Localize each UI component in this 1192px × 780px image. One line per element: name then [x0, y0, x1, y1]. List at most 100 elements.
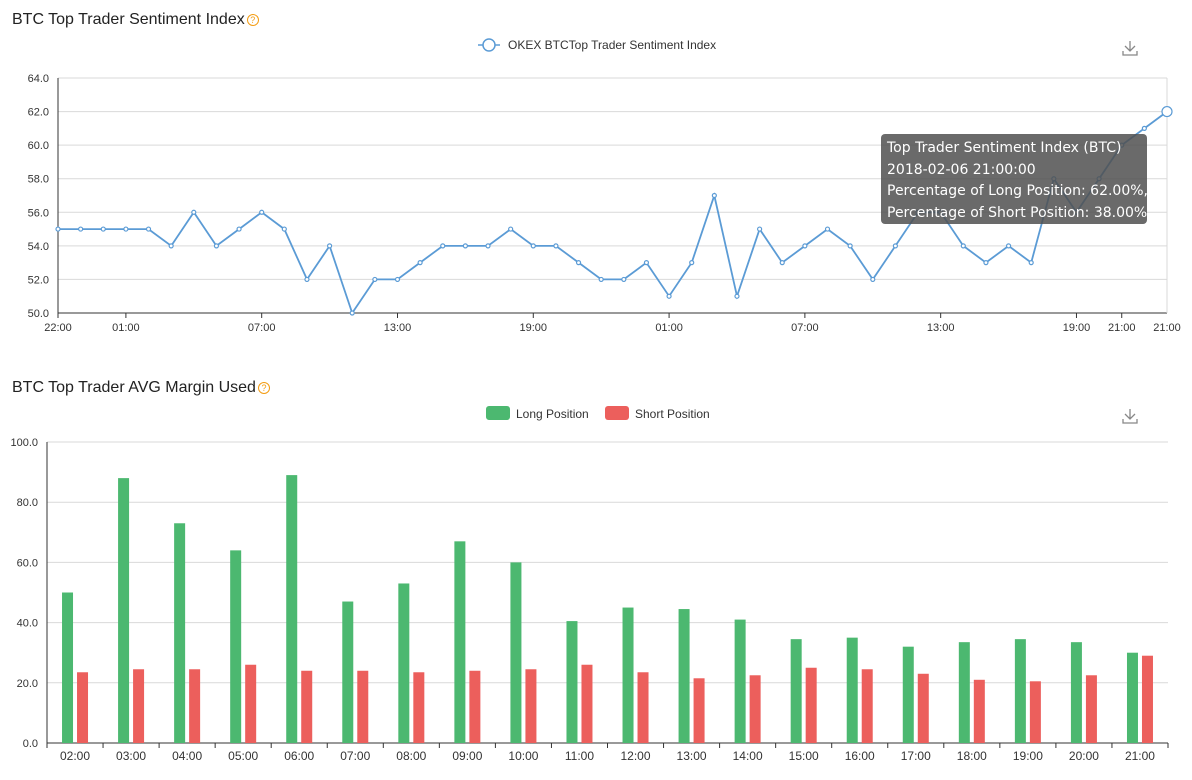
long-position-bar	[678, 609, 690, 743]
data-point	[326, 243, 333, 249]
data-point	[960, 243, 966, 249]
long-position-bar	[566, 621, 578, 743]
data-point	[100, 226, 106, 232]
legend[interactable]: Long Position Short Position	[486, 406, 710, 421]
short-position-bar	[525, 669, 537, 743]
chart-tooltip: Top Trader Sentiment Index (BTC) 2018-02…	[881, 134, 1148, 224]
data-point	[734, 293, 740, 299]
data-point	[892, 243, 899, 249]
x-tick-label: 16:00	[845, 749, 875, 763]
data-point	[530, 243, 536, 249]
short-position-bar	[693, 678, 705, 743]
y-tick-label: 100.0	[10, 437, 38, 449]
data-point	[55, 226, 61, 232]
data-point	[711, 192, 717, 199]
margin-title-text: BTC Top Trader AVG Margin Used	[12, 379, 256, 396]
y-tick-label: 40.0	[17, 618, 38, 630]
data-point	[462, 243, 468, 249]
x-tick-label: 04:00	[172, 749, 202, 763]
x-tick-label: 14:00	[733, 749, 763, 763]
data-point	[1141, 125, 1147, 131]
margin-bar-chart: Long Position Short Position 0.0 20.0 40.0 60…	[10, 406, 1169, 763]
download-icon[interactable]	[1122, 408, 1138, 424]
legend[interactable]: OKEX BTCTop Trader Sentiment Index	[478, 38, 716, 52]
long-position-bar	[174, 523, 186, 743]
x-tick-label: 02:00	[60, 749, 90, 763]
short-position-bar	[245, 664, 257, 743]
x-tick-label: 09:00	[452, 749, 482, 763]
short-position-bar	[861, 669, 873, 743]
short-position-bar	[133, 669, 145, 743]
long-position-bar	[958, 642, 970, 743]
short-position-bar	[1141, 655, 1153, 743]
short-position-bar	[973, 679, 985, 743]
sentiment-chart-title: BTC Top Trader Sentiment Index ?	[12, 11, 259, 29]
help-icon[interactable]: ?	[257, 382, 270, 394]
x-tick-label: 21:00	[1108, 322, 1136, 334]
long-position-bar	[622, 607, 634, 743]
data-point	[508, 226, 514, 232]
short-position-bar	[301, 670, 313, 743]
long-position-bar	[1126, 652, 1138, 743]
y-tick-label: 50.0	[28, 308, 49, 320]
legend-swatch	[605, 406, 629, 420]
data-point	[440, 243, 446, 249]
data-point	[824, 226, 831, 232]
x-tick-label: 19:00	[1013, 749, 1043, 763]
data-point	[372, 276, 378, 283]
x-tick-label: 21:00	[1125, 749, 1155, 763]
data-point	[349, 310, 355, 316]
x-tick-label: 13:00	[677, 749, 707, 763]
short-position-bar	[469, 670, 481, 743]
x-tick-label: 07:00	[791, 322, 819, 334]
data-point	[666, 293, 672, 299]
x-tick-label: 06:00	[284, 749, 314, 763]
legend-label: Long Position	[516, 407, 589, 421]
long-position-bar	[230, 550, 242, 743]
long-position-bar	[342, 601, 354, 743]
y-tick-label: 64.0	[28, 73, 49, 85]
sentiment-line-chart: OKEX BTCTop Trader Sentiment Index 50.0 52…	[28, 38, 1181, 334]
data-point	[689, 260, 695, 266]
x-tick-label: 17:00	[901, 749, 931, 763]
data-point	[553, 243, 559, 249]
x-tick-label: 15:00	[789, 749, 819, 763]
short-position-bar	[637, 672, 649, 743]
y-tick-label: 20.0	[17, 678, 38, 690]
series-line	[58, 110, 1168, 316]
short-position-bar	[1085, 675, 1097, 743]
x-tick-label: 03:00	[116, 749, 146, 763]
short-position-bar	[1029, 681, 1041, 743]
help-icon[interactable]: ?	[246, 14, 259, 26]
x-tick-label: 10:00	[508, 749, 538, 763]
short-position-bar	[581, 664, 593, 743]
long-position-bar	[398, 583, 410, 743]
y-tick-label: 60.0	[28, 140, 49, 152]
legend-swatch	[486, 406, 510, 420]
data-point	[621, 276, 627, 283]
margin-chart-title: BTC Top Trader AVG Margin Used ?	[12, 379, 270, 397]
legend-marker	[482, 38, 496, 52]
data-point	[1028, 260, 1034, 266]
data-point	[870, 276, 876, 283]
data-point	[145, 226, 152, 232]
data-point	[394, 276, 401, 283]
long-position-bar	[846, 637, 858, 743]
data-point	[1005, 243, 1012, 249]
tooltip-title: Top Trader Sentiment Index (BTC)	[887, 140, 1122, 156]
x-tick-label: 13:00	[384, 322, 412, 334]
y-tick-label: 80.0	[17, 497, 38, 509]
x-tick-label: 22:00	[44, 322, 72, 334]
data-point	[757, 226, 763, 232]
data-point	[598, 276, 604, 283]
x-tick-label: 13:00	[927, 322, 955, 334]
data-point	[1161, 105, 1173, 118]
download-icon[interactable]	[1122, 40, 1138, 56]
legend-label: OKEX BTCTop Trader Sentiment Index	[508, 38, 716, 52]
short-position-bar	[749, 675, 761, 743]
data-point	[236, 226, 242, 232]
long-position-bar	[902, 646, 914, 743]
data-point	[643, 260, 650, 266]
x-tick-label: 08:00	[396, 749, 426, 763]
x-tick-label: 01:00	[112, 322, 140, 334]
